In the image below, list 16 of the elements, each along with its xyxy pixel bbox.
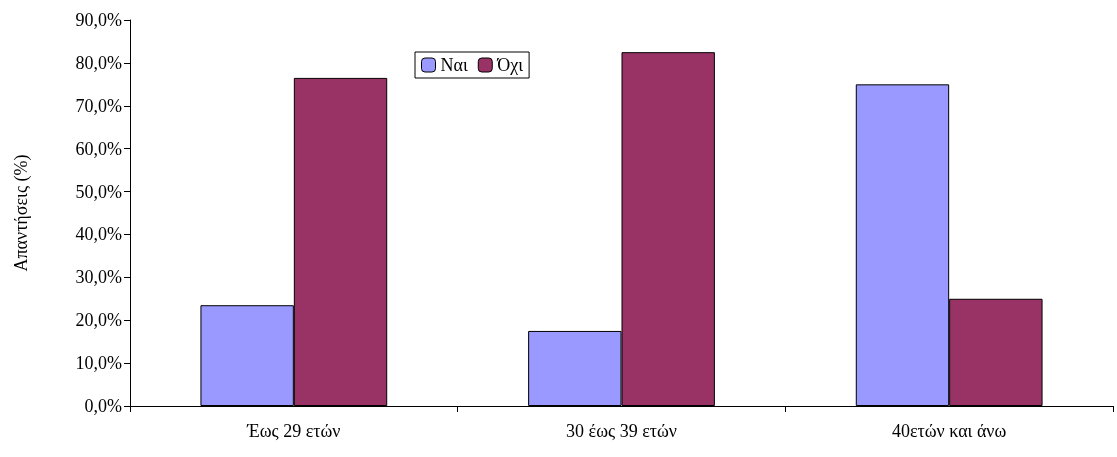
- y-axis-title: Απαντήσεις (%): [11, 154, 32, 272]
- y-tick-label: 20,0%: [75, 310, 122, 331]
- y-tick-label: 10,0%: [75, 353, 122, 374]
- x-tick-label: 30 έως 39 ετών: [566, 421, 677, 441]
- x-tick-label: 40ετών και άνω: [891, 421, 1007, 441]
- y-tick-label: 70,0%: [75, 95, 122, 116]
- y-tick-label: 50,0%: [75, 181, 122, 202]
- y-tick-label: 40,0%: [75, 224, 122, 245]
- y-tick-label: 30,0%: [75, 267, 122, 288]
- y-tick-label: 90,0%: [75, 10, 122, 30]
- y-tick-label: 60,0%: [75, 138, 122, 159]
- y-tick-label: 0,0%: [84, 396, 122, 416]
- legend-label: Ναι: [440, 55, 468, 75]
- x-tick-label: Έως 29 ετών: [246, 421, 341, 441]
- legend-label: Όχι: [496, 55, 524, 75]
- y-tick-label: 80,0%: [75, 52, 122, 73]
